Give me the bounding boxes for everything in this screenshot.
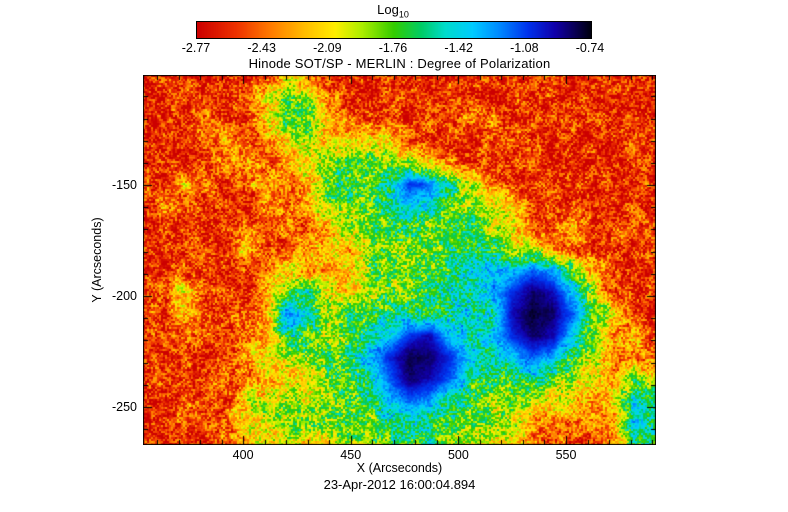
x-tick-label: 400 — [232, 448, 254, 462]
x-tick-label: 550 — [555, 448, 577, 462]
colorbar-title: Log10 — [196, 2, 590, 20]
colorbar-tick-label: -2.09 — [313, 41, 342, 55]
x-tick-label: 450 — [340, 448, 362, 462]
colorbar-tick-label: -0.74 — [575, 41, 605, 55]
colorbar-title-base: Log — [377, 2, 399, 17]
x-tick-label: 500 — [447, 448, 469, 462]
colorbar-tick-label: -1.76 — [378, 41, 408, 55]
colorbar-tick-label: -1.08 — [510, 41, 539, 55]
timestamp: 23-Apr-2012 16:00:04.894 — [323, 477, 476, 492]
colorbar-title-subscript: 10 — [398, 9, 409, 20]
colorbar-tick-label: -1.42 — [444, 41, 473, 55]
y-tick-label: -200 — [111, 289, 137, 304]
x-axis-label: X (Arcseconds) — [356, 461, 443, 475]
colorbar-tick-label: -2.43 — [247, 41, 276, 55]
colorbar — [196, 21, 592, 39]
y-axis-label: Y (Arcseconds) — [90, 217, 104, 303]
plot-title: Hinode SOT/SP - MERLIN : Degree of Polar… — [248, 56, 551, 71]
y-tick-label: -150 — [111, 178, 137, 193]
heatmap-plot — [143, 75, 656, 445]
colorbar-tick-label: -2.77 — [181, 41, 211, 55]
y-tick-label: -250 — [111, 400, 137, 415]
